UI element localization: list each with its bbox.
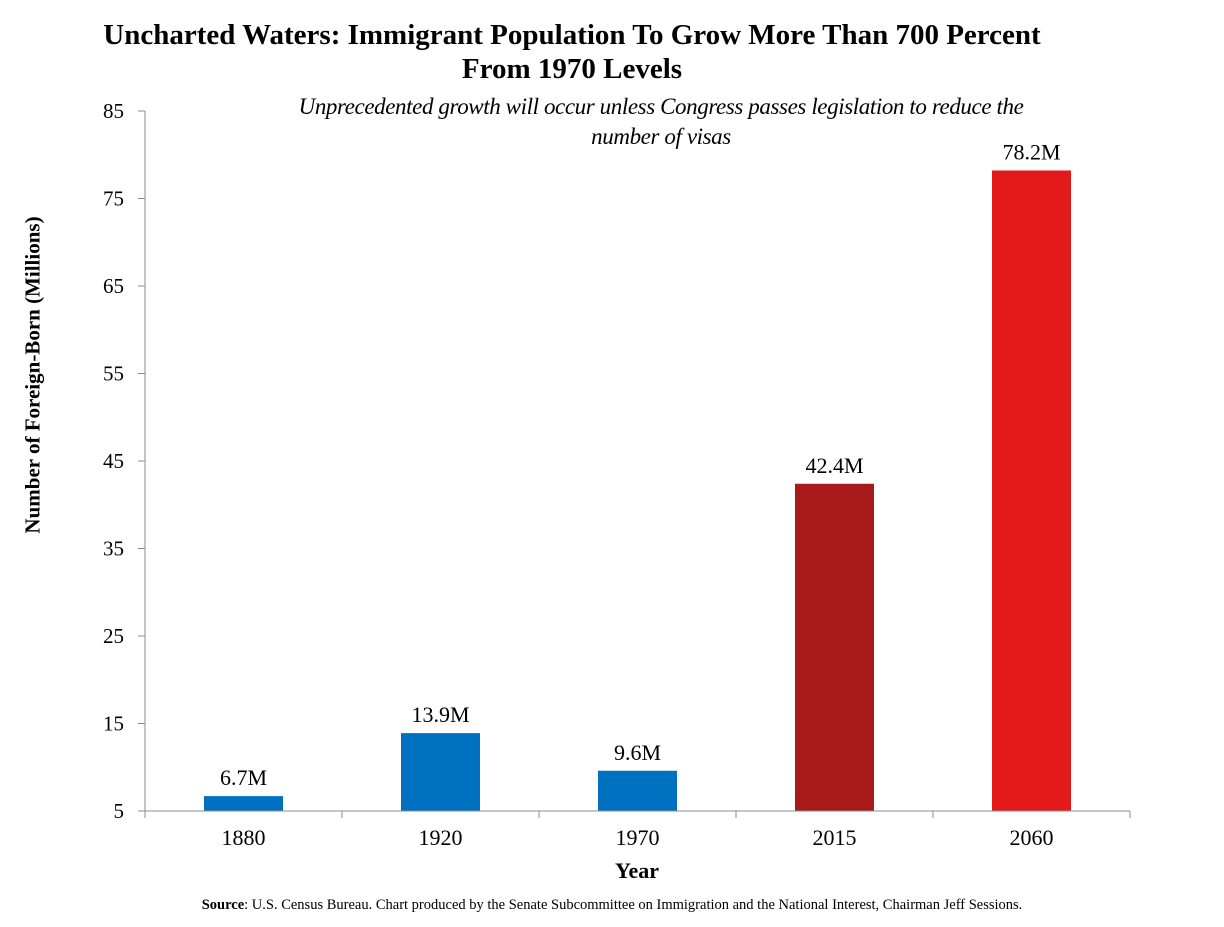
chart-subtitle-line-1: Unprecedented growth will occur unless C… bbox=[298, 94, 1024, 119]
y-tick-label: 55 bbox=[103, 362, 124, 386]
chart-title: Uncharted Waters: Immigrant Population T… bbox=[0, 18, 1224, 86]
bar-2015 bbox=[795, 483, 874, 811]
y-tick-label: 75 bbox=[103, 187, 124, 211]
bars bbox=[204, 170, 1071, 811]
x-tick-label: 1920 bbox=[419, 825, 463, 850]
chart-title-line-2: From 1970 Levels bbox=[461, 53, 683, 85]
x-tick-label: 2060 bbox=[1010, 825, 1054, 850]
source-text: : U.S. Census Bureau. Chart produced by … bbox=[244, 897, 1023, 913]
x-tick-label: 1880 bbox=[222, 825, 266, 850]
data-label-1880: 6.7M bbox=[220, 765, 267, 790]
y-axis-label: Number of Foreign-Born (Millions) bbox=[20, 216, 45, 534]
chart-subtitle-line-2: number of visas bbox=[591, 124, 731, 149]
y-tick-label: 65 bbox=[103, 274, 124, 298]
data-label-1920: 13.9M bbox=[411, 702, 469, 727]
y-tick-label: 35 bbox=[103, 537, 124, 561]
source-label: Source bbox=[201, 897, 245, 913]
data-label-2015: 42.4M bbox=[805, 453, 863, 478]
chart-title-line-1: Uncharted Waters: Immigrant Population T… bbox=[103, 19, 1041, 51]
bar-2060 bbox=[992, 170, 1071, 811]
bar-1880 bbox=[204, 796, 283, 811]
chart-subtitle: Unprecedented growth will occur unless C… bbox=[200, 92, 1122, 152]
x-axis-label: Year bbox=[615, 858, 659, 883]
bar-1920 bbox=[401, 733, 480, 811]
data-label-1970: 9.6M bbox=[614, 740, 661, 765]
source-note: Source: U.S. Census Bureau. Chart produc… bbox=[0, 897, 1224, 914]
x-axis-ticks: 1880 1920 1970 2015 2060 bbox=[144, 811, 1131, 850]
x-tick-label: 1970 bbox=[616, 825, 660, 850]
y-tick-label: 5 bbox=[114, 799, 125, 823]
data-labels: 6.7M 13.9M 9.6M 42.4M 78.2M bbox=[220, 140, 1061, 791]
y-tick-label: 85 bbox=[103, 99, 124, 123]
y-tick-label: 45 bbox=[103, 449, 124, 473]
x-tick-label: 2015 bbox=[813, 825, 857, 850]
y-tick-label: 15 bbox=[103, 712, 124, 736]
bar-1970 bbox=[598, 770, 677, 811]
data-label-2060: 78.2M bbox=[1002, 140, 1060, 165]
y-axis-ticks: 5 15 25 35 45 55 65 75 85 bbox=[103, 99, 145, 823]
y-tick-label: 25 bbox=[103, 624, 124, 648]
